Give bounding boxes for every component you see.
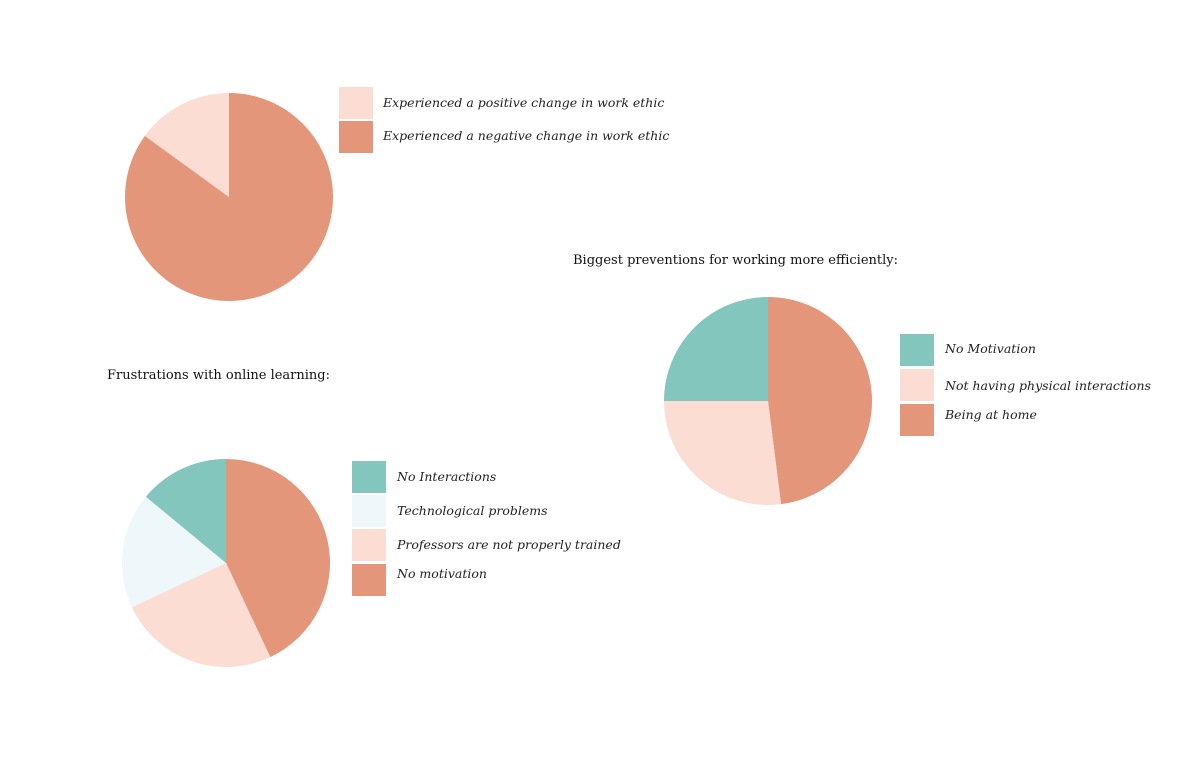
pie-slice-technological-problems [122,496,226,608]
work-ethic-pie-chart [124,93,333,301]
legend-label-being-at-home: Being at home [945,407,1037,422]
legend-swatch-technological-problems [352,495,386,527]
legend-swatch-negative-change [339,121,373,153]
legend-label-no-motivation-frustrations: No motivation [397,566,487,581]
legend-swatch-no-interactions [352,461,386,493]
pie-slice-experienced-a-negative-change-in-work-ethic [124,93,333,301]
legend-swatch-no-motivation-frustrations [352,564,386,596]
legend-label-negative-change: Experienced a negative change in work et… [383,128,670,143]
legend-label-no-motivation-preventions: No Motivation [945,341,1036,356]
pie-slice-no-interactions [145,459,226,563]
pie-slice-not-having-physical-interactions [664,401,782,505]
preventions-pie-chart [664,297,873,505]
legend-label-no-interactions: No Interactions [397,469,497,484]
frustrations-chart-title: Frustrations with online learning: [107,368,330,383]
preventions-chart-title: Biggest preventions for working more eff… [573,253,899,268]
legend-label-technological-problems: Technological problems [397,503,548,518]
legend-label-physical-interactions: Not having physical interactions [945,378,1151,393]
legend-swatch-being-at-home [900,404,934,436]
pie-slice-professors-are-not-properly-trained [131,563,271,667]
legend-label-professors-not-trained: Professors are not properly trained [397,537,621,552]
pie-slice-experienced-a-positive-change-in-work-ethic [144,93,229,197]
legend-label-positive-change: Experienced a positive change in work et… [383,95,665,110]
pie-slice-being-at-home [768,297,873,505]
pie-slice-no-motivation [226,459,330,658]
legend-swatch-no-motivation-preventions [900,334,934,366]
legend-swatch-positive-change [339,87,373,119]
legend-swatch-physical-interactions [900,369,934,401]
pie-slice-no-motivation [664,297,768,401]
legend-swatch-professors-not-trained [352,529,386,561]
frustrations-pie-chart [122,459,330,667]
